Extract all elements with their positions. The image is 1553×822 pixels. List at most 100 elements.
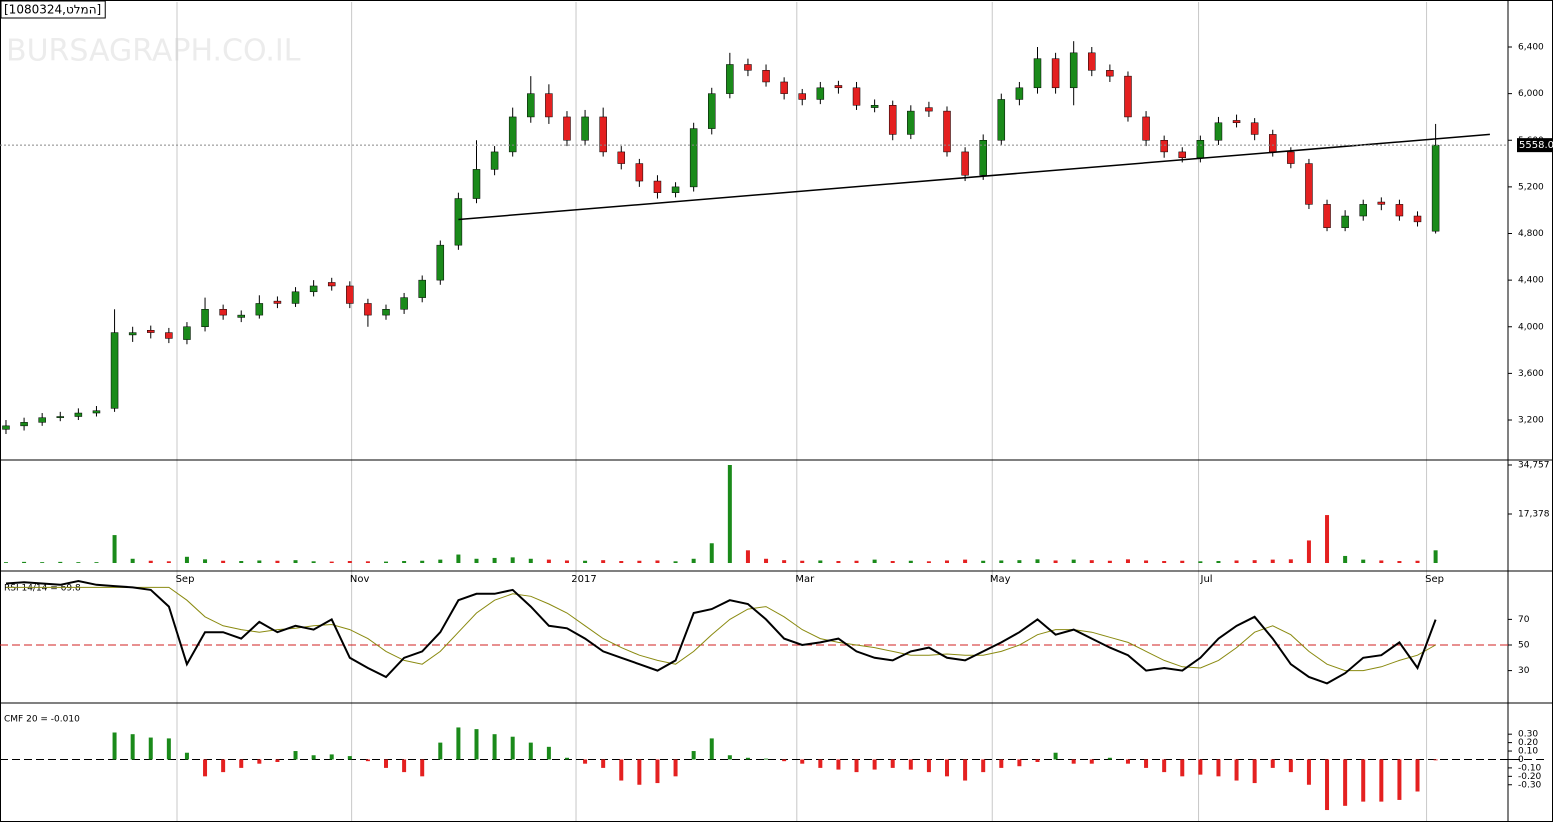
bar [438, 559, 443, 563]
bar [3, 562, 8, 563]
bar [130, 558, 135, 563]
bar [1071, 759, 1076, 764]
line-series [6, 586, 1436, 672]
bar [203, 559, 208, 563]
bar [402, 759, 407, 773]
candle-body [671, 186, 680, 193]
candle-body [961, 151, 969, 176]
candle-body [1305, 163, 1313, 205]
bar [492, 557, 497, 563]
bar [203, 759, 208, 777]
y-tick-label: 3,200 [1518, 416, 1544, 426]
bar [583, 560, 588, 563]
bar [1107, 757, 1112, 760]
candle-body [798, 93, 806, 100]
bar [1162, 759, 1167, 773]
y-tick-label: 5,200 [1518, 182, 1544, 192]
y-tick-label: 4,800 [1518, 229, 1544, 239]
bar [836, 561, 841, 563]
candle-body [888, 105, 897, 135]
bar [999, 560, 1004, 563]
bar [1089, 560, 1094, 563]
bar [890, 561, 895, 563]
candle-body [581, 116, 589, 141]
y-tick-label: 70 [1518, 615, 1530, 625]
y-tick-label: 17,378 [1518, 510, 1550, 520]
candle-body [128, 332, 137, 336]
candle-body [92, 410, 101, 414]
candle-body [382, 309, 390, 316]
bar [601, 759, 606, 768]
bar [221, 759, 226, 773]
bar [1107, 560, 1112, 563]
bar [456, 727, 461, 760]
bar [619, 759, 624, 781]
bar [1035, 759, 1040, 762]
y-tick-label: 0.30 [1518, 730, 1538, 740]
candle-body [1069, 52, 1078, 89]
bar [872, 559, 877, 563]
bar [474, 558, 479, 563]
candle-body [1323, 204, 1331, 228]
candle-body [2, 425, 10, 430]
bar [601, 560, 606, 563]
bar [184, 556, 189, 563]
bar [384, 561, 389, 563]
bar [709, 738, 714, 760]
bar [691, 558, 696, 563]
candle-body [1268, 134, 1277, 153]
bar [1053, 560, 1058, 563]
candle-body [925, 107, 933, 112]
bar [890, 759, 895, 768]
y-tick-label: 50 [1518, 640, 1530, 650]
last-price-label: 5558.0 [1519, 140, 1553, 151]
y-tick-label: 0.10 [1518, 747, 1538, 757]
bar [474, 729, 479, 760]
candle-body [599, 116, 607, 153]
y-tick-label: 0.20 [1518, 738, 1538, 748]
candle-body [1250, 122, 1259, 135]
candle-body [20, 422, 28, 427]
bar [655, 759, 660, 784]
candle-body [110, 332, 119, 409]
bar [764, 558, 769, 563]
bar [329, 754, 334, 760]
bar [1433, 550, 1438, 563]
candle-body [653, 180, 662, 193]
bar [40, 562, 45, 563]
bar [402, 561, 407, 563]
bar [1071, 559, 1076, 563]
y-tick-label: 4,000 [1518, 322, 1544, 332]
bar [293, 560, 298, 563]
candle-body [1160, 140, 1168, 153]
bar [999, 759, 1004, 768]
bar [1180, 759, 1185, 777]
bar [637, 560, 642, 563]
bar [365, 561, 370, 563]
bar [112, 732, 117, 760]
bar [1252, 759, 1257, 784]
bar [1343, 555, 1348, 563]
bar [1144, 560, 1149, 563]
candle-body [454, 198, 463, 246]
candle-body [1051, 58, 1060, 89]
candle-body [219, 309, 227, 316]
bar [782, 759, 787, 762]
bar [492, 734, 497, 760]
bar [546, 746, 551, 760]
candle-body [38, 417, 46, 423]
candle-body [816, 87, 825, 100]
candle-body [870, 105, 879, 108]
bar [239, 561, 244, 563]
y-tick-label: -0.10 [1518, 763, 1542, 773]
candle-body [364, 303, 372, 316]
bar [1053, 752, 1058, 760]
bar [655, 560, 660, 563]
bar [637, 759, 642, 785]
candle-body [762, 70, 770, 83]
candle-body [400, 297, 408, 310]
bar [239, 759, 244, 768]
bar [510, 736, 515, 760]
